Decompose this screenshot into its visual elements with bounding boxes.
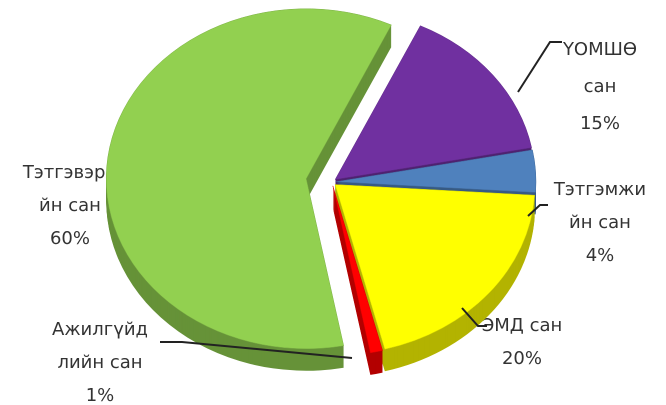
slice-label: ҮОМШӨ <box>562 39 637 60</box>
slice-label: сан <box>584 76 617 97</box>
slice-value-label: 60% <box>50 228 90 249</box>
slice <box>334 184 535 372</box>
slice-label: Ажилгүйд <box>52 319 148 340</box>
slice-value-label: 20% <box>502 348 542 369</box>
leader-line <box>461 307 487 327</box>
slice-label: Тэтгэвэри <box>22 162 117 183</box>
pie <box>105 8 537 375</box>
slice-label: ЭМД сан <box>482 315 563 336</box>
slice <box>105 8 392 371</box>
leader-line <box>527 204 548 217</box>
slice-label: йн сан <box>39 195 101 216</box>
slice-top <box>334 184 535 350</box>
slice <box>334 25 532 202</box>
slice <box>332 185 383 375</box>
slice-label: Тэтгэмжи <box>553 179 646 200</box>
slice-label: йн сан <box>569 212 631 233</box>
leader-line <box>160 341 353 359</box>
slice-top <box>332 185 383 354</box>
leader-line <box>517 41 562 93</box>
slice-top <box>334 25 532 180</box>
slice-value-label: 4% <box>586 245 615 266</box>
slice-value-label: 15% <box>580 113 620 134</box>
slice-value-label: 1% <box>86 385 115 405</box>
slice-top <box>105 8 392 349</box>
slice-label: лийн сан <box>57 352 142 373</box>
slice-top <box>335 149 537 193</box>
